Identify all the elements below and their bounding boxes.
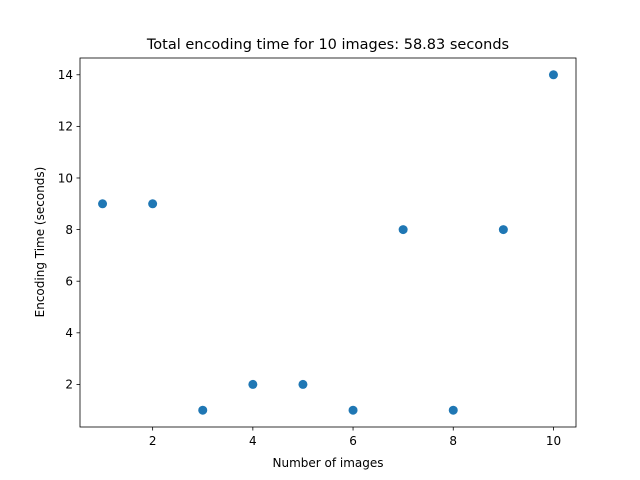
data-point bbox=[448, 405, 458, 415]
data-point bbox=[398, 225, 408, 235]
data-points bbox=[98, 70, 558, 415]
data-point bbox=[148, 199, 158, 209]
chart-title: Total encoding time for 10 images: 58.83… bbox=[146, 37, 509, 53]
y-tick-label: 4 bbox=[65, 326, 73, 340]
plot-area bbox=[79, 57, 577, 428]
data-point bbox=[348, 405, 358, 415]
x-tick-label: 2 bbox=[149, 434, 157, 448]
data-point bbox=[498, 225, 508, 235]
y-tick-label: 12 bbox=[58, 120, 73, 134]
data-point bbox=[98, 199, 108, 209]
y-tick-label: 6 bbox=[65, 275, 73, 289]
y-axis-ticks: 2 4 6 8 10 12 14 bbox=[58, 68, 80, 392]
x-tick-label: 4 bbox=[249, 434, 257, 448]
data-point bbox=[248, 379, 258, 389]
axes-frame bbox=[79, 57, 577, 428]
x-axis-label: Number of images bbox=[272, 456, 383, 470]
y-tick-label: 2 bbox=[65, 378, 73, 392]
x-tick-label: 10 bbox=[546, 434, 561, 448]
data-point bbox=[198, 405, 208, 415]
x-axis-ticks: 2 4 6 8 10 bbox=[149, 427, 561, 448]
y-tick-label: 8 bbox=[65, 223, 73, 237]
x-tick-label: 6 bbox=[349, 434, 357, 448]
y-tick-label: 10 bbox=[58, 171, 73, 185]
data-point bbox=[548, 70, 558, 80]
y-tick-label: 14 bbox=[58, 68, 73, 82]
y-axis-label: Encoding Time (seconds) bbox=[33, 167, 47, 318]
data-point bbox=[298, 379, 308, 389]
x-tick-label: 8 bbox=[449, 434, 457, 448]
